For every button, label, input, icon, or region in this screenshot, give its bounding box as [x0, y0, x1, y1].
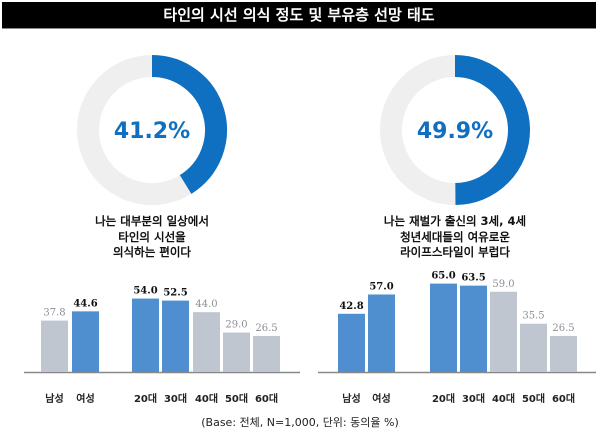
bar-category-label: 60대 [552, 392, 575, 405]
donut-value-label: 41.2% [114, 119, 190, 144]
bar-60대 [253, 335, 280, 372]
bar-value-label: 65.0 [431, 271, 455, 282]
bar-20대 [430, 283, 457, 372]
bar-value-label: 37.8 [43, 308, 65, 319]
caption-line: 나는 대부분의 일상에서 [95, 214, 209, 228]
chart-title: 타인의 시선 의식 정도 및 부유층 선망 태도 [2, 2, 596, 29]
donut-value-arc [151, 55, 227, 194]
bar-value-label: 42.8 [339, 301, 363, 312]
bar-30대 [162, 300, 189, 372]
bar-value-label: 26.5 [552, 323, 574, 334]
bar-value-label: 59.0 [492, 279, 514, 290]
donut-value-arc [454, 55, 530, 205]
bar-category-label: 50대 [225, 392, 248, 405]
bar-50대 [223, 332, 250, 372]
bar-value-label: 44.6 [73, 298, 97, 309]
bar-category-label: 남성 [45, 392, 63, 405]
bar-value-label: 44.0 [195, 299, 217, 310]
bar-value-label: 57.0 [369, 281, 393, 292]
bar-value-label: 35.5 [522, 311, 544, 322]
bar-category-label: 남성 [342, 392, 360, 405]
bar-남성 [41, 320, 68, 372]
bar-category-label: 60대 [255, 392, 278, 405]
bar-category-label: 여성 [372, 392, 390, 405]
bar-value-label: 26.5 [255, 323, 277, 334]
caption-line: 라이프스타일이 부럽다 [400, 245, 510, 259]
bar-value-label: 29.0 [225, 320, 247, 331]
bar-남성 [338, 313, 365, 372]
bar-value-label: 63.5 [461, 273, 485, 284]
caption-line: 의식하는 편이다 [112, 245, 192, 259]
bar-category-label: 30대 [462, 392, 485, 405]
bar-value-label: 54.0 [133, 286, 157, 297]
donut-value-label: 49.9% [417, 119, 493, 144]
bar-value-label: 52.5 [163, 288, 187, 299]
bar-category-label: 30대 [164, 392, 187, 405]
caption-right: 나는 재벌가 출신의 3세, 4세 청년세대들의 여유로운 라이프스타일이 부럽… [325, 214, 585, 261]
bar-60대 [550, 335, 577, 372]
bar-category-label: 20대 [432, 392, 455, 405]
caption-line: 청년세대들의 여유로운 [400, 229, 510, 244]
footnote: (Base: 전체, N=1,000, 단위: 동의율 %) [201, 416, 399, 429]
bar-category-label: 40대 [195, 392, 218, 405]
caption-line: 나는 재벌가 출신의 3세, 4세 [383, 214, 527, 228]
bar-category-label: 여성 [76, 392, 94, 405]
caption-line: 타인의 시선을 [118, 229, 186, 244]
bar-category-label: 50대 [522, 392, 545, 405]
bar-category-label: 20대 [134, 392, 157, 405]
bar-20대 [132, 298, 159, 372]
bar-여성 [368, 294, 395, 372]
bar-30대 [460, 285, 487, 372]
bar-40대 [193, 312, 220, 372]
bar-여성 [72, 311, 99, 372]
bar-50대 [520, 323, 547, 372]
caption-left: 나는 대부분의 일상에서 타인의 시선을 의식하는 편이다 [22, 214, 282, 261]
bar-40대 [490, 291, 517, 372]
bar-category-label: 40대 [492, 392, 515, 405]
